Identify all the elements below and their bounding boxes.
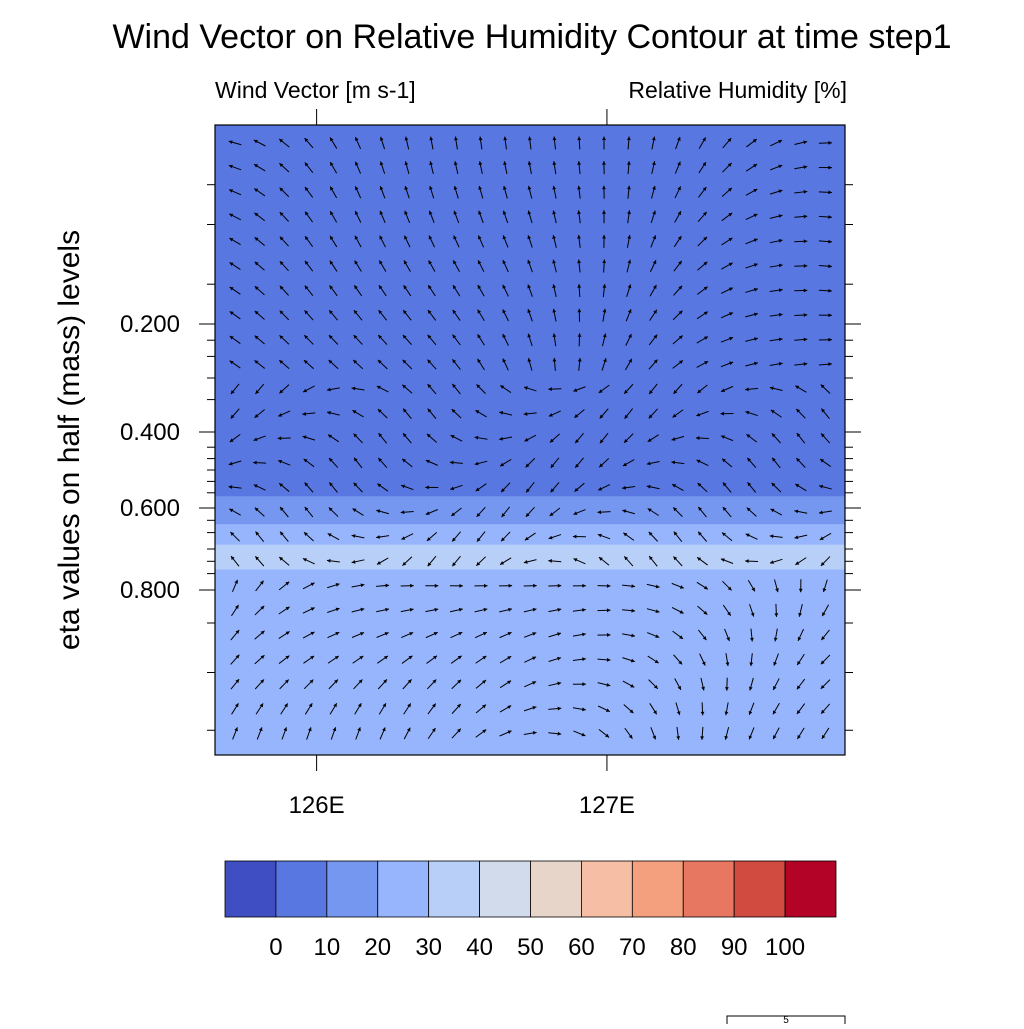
x-tick-label: 127E (579, 792, 635, 819)
y-axis-label: eta values on half (mass) levels (53, 230, 86, 650)
y-tick-label: 0.800 (120, 577, 180, 604)
colorbar-label: 100 (765, 934, 805, 961)
humidity-band (215, 125, 845, 497)
colorbar-label: 70 (619, 934, 646, 961)
y-tick-labels: 0.200 0.400 0.600 0.800 (120, 311, 180, 604)
colorbar-swatch (785, 861, 836, 917)
colorbar-label: 50 (517, 934, 544, 961)
colorbar (225, 861, 836, 917)
chart-title: Wind Vector on Relative Humidity Contour… (112, 18, 951, 56)
colorbar-swatch (531, 861, 582, 917)
colorbar-labels: 0 10 20 30 40 50 60 70 80 90 100 (269, 934, 805, 961)
x-tick-labels: 126E 127E (289, 792, 635, 819)
colorbar-label: 40 (466, 934, 493, 961)
humidity-label: Relative Humidity [%] (628, 77, 847, 103)
colorbar-swatch (683, 861, 734, 917)
colorbar-swatch (632, 861, 683, 917)
colorbar-swatch (429, 861, 480, 917)
colorbar-swatch (480, 861, 531, 917)
colorbar-label: 10 (313, 934, 340, 961)
humidity-bands (215, 125, 845, 755)
colorbar-swatch (734, 861, 785, 917)
colorbar-swatch (581, 861, 632, 917)
y-tick-label: 0.400 (120, 419, 180, 446)
colorbar-swatch (225, 861, 276, 917)
colorbar-swatch (276, 861, 327, 917)
colorbar-swatch (327, 861, 378, 917)
wind-vector-label: Wind Vector [m s-1] (215, 77, 416, 103)
colorbar-swatch (378, 861, 429, 917)
humidity-band (215, 545, 845, 570)
y-tick-label: 0.600 (120, 495, 180, 522)
colorbar-label: 60 (568, 934, 595, 961)
colorbar-label: 20 (364, 934, 391, 961)
colorbar-label: 0 (269, 934, 282, 961)
humidity-band (215, 570, 845, 756)
humidity-band (215, 524, 845, 545)
colorbar-label: 90 (721, 934, 748, 961)
colorbar-label: 80 (670, 934, 697, 961)
x-tick-label: 126E (289, 792, 345, 819)
colorbar-label: 30 (415, 934, 442, 961)
reference-vector-label: 5 (783, 1015, 789, 1024)
y-tick-label: 0.200 (120, 311, 180, 338)
